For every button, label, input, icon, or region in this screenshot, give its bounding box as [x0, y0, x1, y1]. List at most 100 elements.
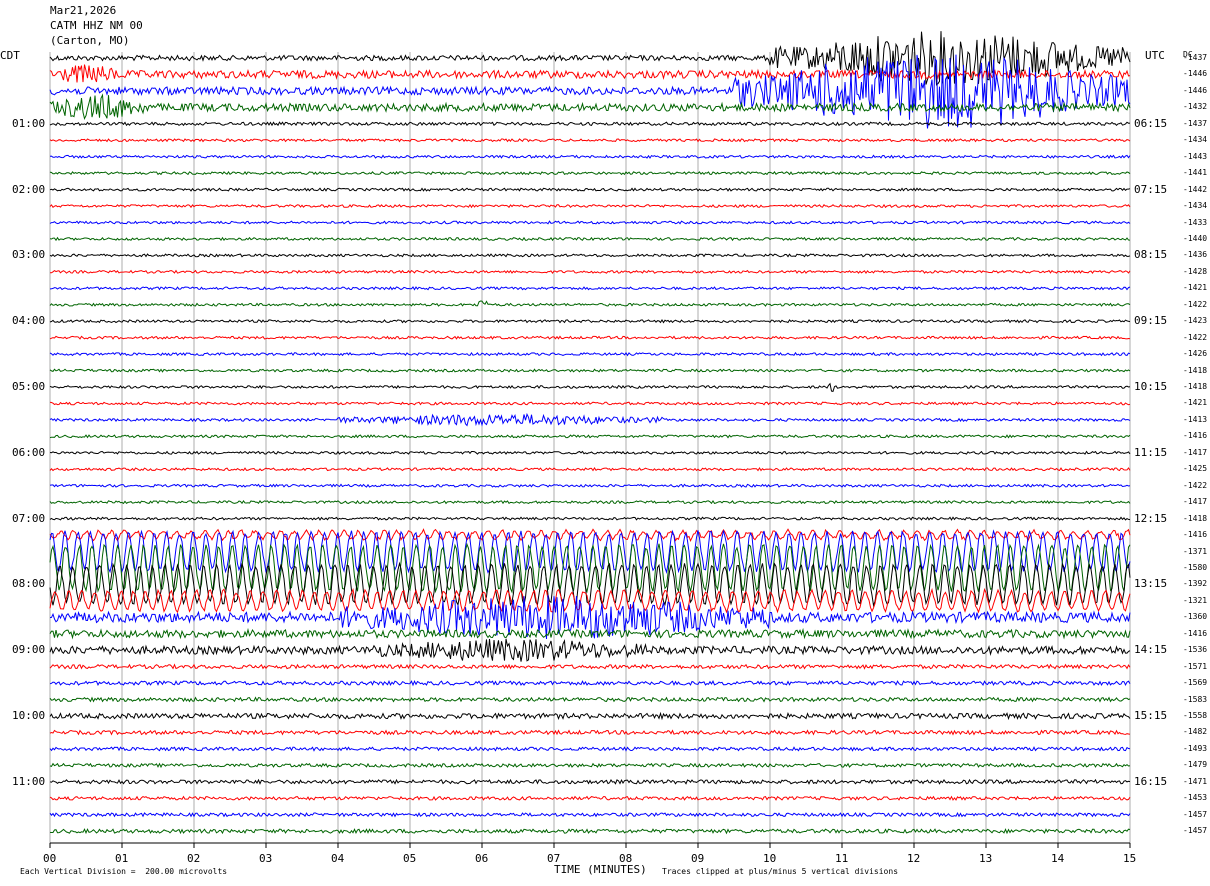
seismic-trace	[49, 203, 1131, 209]
x-tick-label: 04	[331, 852, 345, 865]
dc-offset-label: -1422	[1183, 332, 1208, 342]
seismic-trace	[49, 627, 1131, 640]
clip-note: Traces clipped at plus/minus 5 vertical …	[662, 867, 899, 876]
right-hour-label: 13:15	[1134, 577, 1168, 591]
right-hour-label: 12:15	[1134, 511, 1168, 525]
dc-offset-label: -1417	[1183, 447, 1208, 457]
station-label: CATM HHZ NM 00	[50, 19, 143, 32]
time-grid	[49, 52, 1131, 843]
seismic-trace	[49, 483, 1131, 488]
left-hour-label: 04:00	[12, 314, 46, 328]
seismic-trace	[49, 696, 1131, 703]
right-hour-label: 14:15	[1134, 643, 1168, 657]
seismic-trace	[49, 351, 1131, 357]
seismic-trace	[49, 236, 1131, 242]
dc-offset-label: -1416	[1183, 431, 1208, 441]
seismic-trace	[49, 382, 1131, 392]
dc-offset-label: -1457	[1183, 826, 1208, 836]
seismic-trace	[49, 335, 1131, 340]
seismic-trace	[49, 467, 1131, 472]
dc-offset-label: -1558	[1183, 711, 1208, 720]
dc-offset-label: -1434	[1183, 201, 1208, 211]
dc-offset-label: -1416	[1183, 530, 1208, 540]
right-timezone-label: UTC	[1145, 49, 1165, 62]
left-hour-label: 01:00	[12, 116, 46, 130]
x-tick-label: 06	[475, 852, 489, 865]
seismic-trace	[49, 746, 1131, 752]
left-timezone-label: CDT	[0, 49, 20, 62]
seismic-trace	[49, 170, 1131, 176]
x-tick-label: 10	[763, 852, 777, 865]
seismic-trace	[49, 828, 1131, 835]
seismic-traces	[49, 31, 1131, 835]
dc-offset-label: -1580	[1183, 562, 1208, 572]
seismic-trace	[49, 154, 1131, 159]
dc-offset-label: -1392	[1183, 579, 1208, 589]
seismic-trace	[49, 528, 1131, 543]
dc-offset-label: -1360	[1183, 612, 1208, 622]
dc-offset-label: -1413	[1183, 414, 1208, 424]
seismic-trace	[49, 516, 1131, 521]
x-tick-label: 03	[259, 852, 273, 865]
x-tick-label: 13	[979, 852, 993, 865]
dc-offset-label: -1421	[1183, 398, 1208, 408]
dc-offset-label: -1441	[1183, 168, 1208, 178]
dc-offset-label: -1437	[1183, 118, 1208, 128]
dc-offset-label: -1443	[1183, 151, 1208, 161]
seismic-trace	[49, 795, 1131, 801]
dc-offset-label: -1416	[1183, 628, 1208, 638]
seismic-trace	[49, 401, 1131, 406]
seismic-trace	[49, 663, 1131, 670]
seismic-trace	[49, 711, 1131, 721]
x-axis-title: TIME (MINUTES)	[554, 863, 647, 876]
date-label: Mar21,2026	[50, 4, 117, 17]
seismic-trace	[49, 762, 1131, 769]
seismic-trace	[49, 93, 1131, 121]
dc-offset-label: -1440	[1183, 233, 1208, 243]
left-hour-label: 02:00	[12, 182, 46, 196]
seismic-trace	[49, 253, 1131, 258]
seismic-trace	[49, 64, 1131, 83]
left-hour-label: 08:00	[12, 577, 46, 591]
dc-offset-label: -1432	[1183, 102, 1208, 112]
seismic-trace	[49, 286, 1131, 291]
x-tick-label: 02	[187, 852, 201, 865]
dc-offset-label: -1433	[1183, 217, 1208, 227]
dc-offset-label: -1457	[1183, 809, 1208, 819]
dc-offset-label: -1321	[1183, 595, 1208, 605]
dc-offset-label: -1436	[1183, 250, 1208, 260]
dc-offset-label: -1437	[1183, 53, 1208, 62]
dc-offset-label: -1482	[1183, 727, 1208, 737]
scale-note: Each Vertical Division = 200.00 microvol…	[20, 867, 228, 876]
right-hour-label: 08:15	[1134, 248, 1168, 262]
seismic-trace	[49, 450, 1131, 455]
dc-offset-label: -1536	[1183, 645, 1208, 655]
dc-offset-label: -1418	[1183, 382, 1208, 391]
dc-offset-label: -1479	[1183, 760, 1208, 770]
right-hour-label: 11:15	[1134, 445, 1168, 459]
x-tick-label: 08	[619, 852, 633, 865]
seismic-trace	[49, 811, 1131, 818]
seismic-trace	[49, 542, 1131, 594]
dc-offset-label: -1418	[1183, 365, 1208, 375]
dc-offset-label: -1442	[1183, 184, 1208, 194]
dc-offset-label: -1417	[1183, 497, 1208, 507]
x-tick-label: 07	[547, 852, 561, 865]
dc-offset-label: -1434	[1183, 135, 1208, 145]
seismic-trace	[49, 778, 1131, 785]
seismic-trace	[49, 300, 1131, 307]
dc-offset-label: -1371	[1183, 546, 1208, 556]
location-label: (Carton, MO)	[50, 34, 130, 47]
seismic-trace	[49, 187, 1131, 192]
dc-offset-label: -1471	[1183, 776, 1208, 786]
dc-offset-label: -1421	[1183, 283, 1208, 293]
dc-offset-label: -1493	[1183, 743, 1208, 753]
seismic-trace	[49, 220, 1131, 225]
dc-offset-label: -1571	[1183, 661, 1208, 671]
x-tick-label: 05	[403, 852, 417, 865]
dc-offset-label: -1422	[1183, 480, 1208, 490]
seismic-trace	[49, 412, 1131, 427]
dc-header-label: DC	[1183, 50, 1193, 59]
seismic-trace	[49, 319, 1131, 324]
seismic-trace	[49, 561, 1131, 608]
